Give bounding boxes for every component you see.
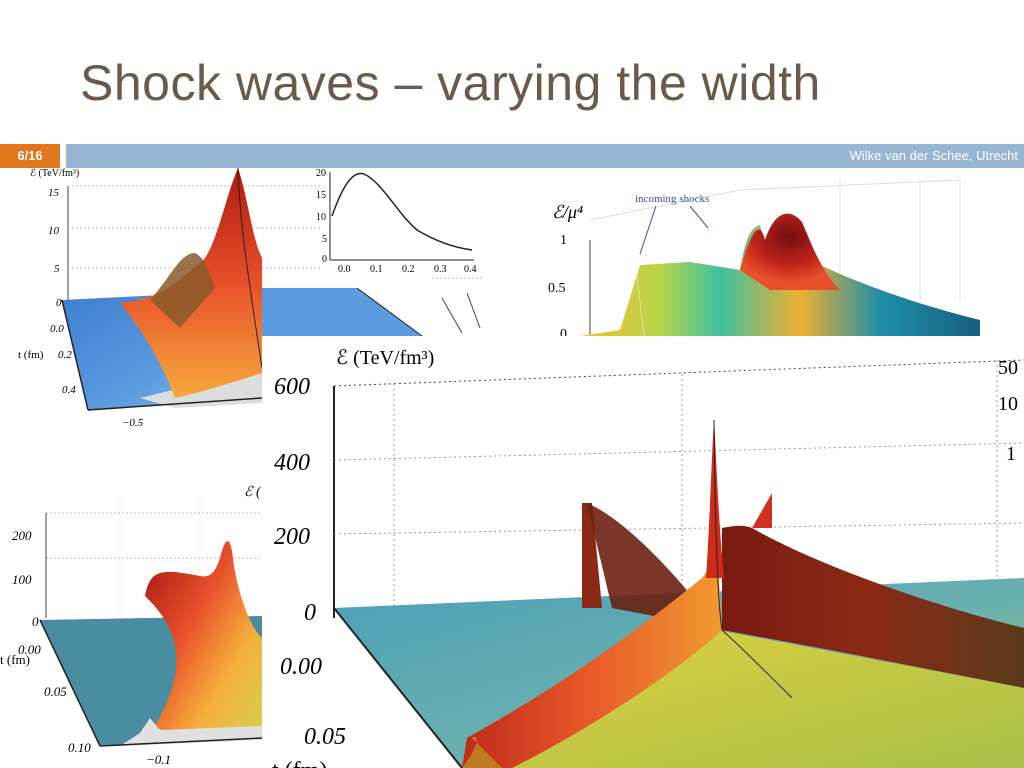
plot-top-left-ztick: 0 — [56, 297, 62, 309]
plot-main-ztick: 600 — [274, 374, 310, 400]
inset-ytick: 0 — [322, 254, 327, 265]
plot-bottom-left-ttick: 0.05 — [44, 684, 67, 699]
plot-main-right-tick: 50 — [998, 357, 1018, 379]
plot-top-right-ztick: 0.5 — [548, 281, 566, 296]
incoming-shocks-annotation: incoming shocks — [635, 193, 709, 205]
plot-top-left-xtick: −0.5 — [122, 417, 144, 429]
inset-xtick: 0.4 — [464, 264, 477, 275]
plot-main-canvas: ℰ (TeV/fm³) 600 400 200 0 0.00 0.05 t (f… — [272, 347, 1024, 768]
inset-profile-canvas: 20 15 10 5 0 0.0 0.1 0.2 0.3 0.4 — [262, 168, 484, 337]
plot-main-right-tick: 1 — [1006, 443, 1016, 465]
plot-bottom-left: ℰ ( 200 100 0 0.00 t (fm) 0.05 0.10 −0.1 — [0, 478, 262, 768]
plot-top-left-ztick: 15 — [48, 187, 60, 199]
inset-ytick: 5 — [322, 234, 327, 245]
plot-bottom-left-ttick: 0.10 — [68, 740, 91, 755]
inset-xtick: 0.1 — [370, 264, 383, 275]
inset-xtick: 0.0 — [338, 264, 351, 275]
plot-bottom-left-zlabel: ℰ ( — [244, 485, 262, 500]
plot-top-left-ttick: 0.2 — [58, 349, 72, 361]
plot-top-left-ttick: 0.4 — [62, 384, 76, 396]
plot-bottom-left-ztick: 200 — [12, 528, 32, 543]
plot-bottom-left-canvas: ℰ ( 200 100 0 0.00 t (fm) 0.05 0.10 −0.1 — [0, 485, 262, 767]
inset-ytick: 20 — [316, 168, 326, 179]
plot-main-ztick: 0 — [304, 600, 316, 626]
inset-ytick: 10 — [316, 212, 326, 223]
plot-main-ttick: 0.05 — [304, 724, 346, 750]
author-label: Wilke van der Schee, Utrecht — [849, 148, 1018, 163]
plot-bottom-left-ttick: 0.00 — [18, 642, 41, 657]
plot-top-right: ℰ/μ⁴ incoming shocks 1 0.5 0 — [540, 180, 1020, 336]
inset-xtick: 0.3 — [434, 264, 447, 275]
plot-bottom-left-ztick: 0 — [32, 614, 39, 629]
plot-main-ztick: 200 — [274, 524, 310, 550]
plot-top-left: ℰ (TeV/fm³) 15 10 5 0 0.0 t (fm) 0.2 0.4… — [0, 168, 262, 430]
plot-main-zlabel: ℰ (TeV/fm³) — [336, 347, 434, 369]
plot-top-right-ztick: 1 — [560, 233, 567, 248]
plot-main: ℰ (TeV/fm³) 600 400 200 0 0.00 0.05 t (f… — [262, 338, 1024, 768]
plot-bottom-left-ztick: 100 — [12, 572, 32, 587]
plot-top-right-zlabel: ℰ/μ⁴ — [552, 202, 583, 222]
slide-title: Shock waves – varying the width — [80, 55, 821, 111]
header-band — [66, 144, 1024, 168]
plot-main-ttick: 0.00 — [280, 654, 322, 680]
inset-profile-panel: 20 15 10 5 0 0.0 0.1 0.2 0.3 0.4 — [262, 168, 484, 338]
plot-top-left-ztick: 5 — [54, 263, 60, 275]
plot-top-right-ztick: 0 — [560, 327, 567, 336]
inset-ytick: 15 — [316, 190, 326, 201]
plot-top-left-zlabel: ℰ (TeV/fm³) — [30, 168, 79, 179]
inset-xtick: 0.2 — [402, 264, 415, 275]
slide-number-badge: 6/16 — [0, 144, 60, 168]
plot-top-left-ttick: 0.0 — [50, 323, 64, 335]
plot-top-left-ztick: 10 — [48, 225, 60, 237]
plot-main-tlabel: t (fm) — [272, 758, 327, 768]
plot-bottom-left-tlabel: t (fm) — [0, 652, 30, 667]
plot-main-ztick: 400 — [274, 450, 310, 476]
plot-top-left-tlabel: t (fm) — [18, 349, 44, 361]
plot-top-right-canvas: ℰ/μ⁴ incoming shocks 1 0.5 0 — [548, 180, 980, 336]
plot-top-left-canvas: ℰ (TeV/fm³) 15 10 5 0 0.0 t (fm) 0.2 0.4… — [18, 168, 262, 429]
plot-bottom-left-xtick: −0.1 — [146, 752, 171, 767]
plot-main-right-tick: 10 — [998, 393, 1018, 415]
